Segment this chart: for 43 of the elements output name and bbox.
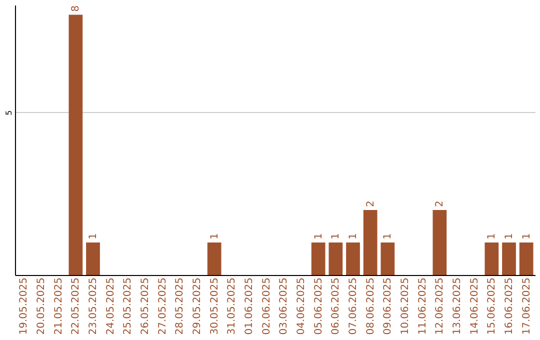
x-tick-label: 14.06.2025 xyxy=(469,278,480,335)
data-label: 1 xyxy=(209,233,220,240)
data-label: 1 xyxy=(382,233,394,240)
data-label: 1 xyxy=(348,233,359,240)
x-tick-label: 23.05.2025 xyxy=(88,278,99,335)
x-tick-label: 29.05.2025 xyxy=(192,278,203,335)
data-label: 1 xyxy=(330,233,342,240)
x-tick-label: 08.06.2025 xyxy=(365,278,376,335)
data-label: 2 xyxy=(365,200,376,207)
x-tick-label: 10.06.2025 xyxy=(400,278,411,335)
x-tick-label: 07.06.2025 xyxy=(348,278,359,335)
x-tick-label: 26.05.2025 xyxy=(140,278,151,335)
x-tick-label: 25.05.2025 xyxy=(122,278,134,335)
x-tick-label: 12.06.2025 xyxy=(434,278,446,335)
x-tick-label: 30.05.2025 xyxy=(209,278,220,335)
x-tick-label: 13.06.2025 xyxy=(452,278,463,335)
x-tick-label: 01.06.2025 xyxy=(244,278,255,335)
x-tick-label: 17.06.2025 xyxy=(521,278,532,335)
data-label: 1 xyxy=(521,233,532,240)
y-tick-label: 5 xyxy=(4,110,14,116)
x-tick-label: 24.05.2025 xyxy=(105,278,116,335)
x-tick-label: 03.06.2025 xyxy=(278,278,290,335)
x-tick-label: 15.06.2025 xyxy=(486,278,498,335)
x-tick-label: 04.06.2025 xyxy=(296,278,307,335)
x-tick-label: 27.05.2025 xyxy=(157,278,168,335)
x-tick-label: 16.06.2025 xyxy=(504,278,515,335)
x-tick-label: 22.05.2025 xyxy=(70,278,82,335)
data-label: 1 xyxy=(486,233,498,240)
data-label: 1 xyxy=(88,233,99,240)
x-tick-label: 09.06.2025 xyxy=(382,278,394,335)
x-tick-label: 31.05.2025 xyxy=(226,278,238,335)
x-tick-label: 02.06.2025 xyxy=(261,278,272,335)
x-tick-label: 11.06.2025 xyxy=(417,278,428,335)
data-label: 1 xyxy=(313,233,324,240)
x-tick-label: 19.05.2025 xyxy=(18,278,30,335)
data-label: 1 xyxy=(504,233,515,240)
x-tick-label: 20.05.2025 xyxy=(36,278,47,335)
data-label: 2 xyxy=(434,200,446,207)
data-label: 8 xyxy=(70,5,82,12)
x-tick-label: 21.05.2025 xyxy=(53,278,64,335)
x-tick-label: 06.06.2025 xyxy=(330,278,342,335)
x-tick-label: 28.05.2025 xyxy=(174,278,186,335)
x-tick-label: 05.06.2025 xyxy=(313,278,324,335)
